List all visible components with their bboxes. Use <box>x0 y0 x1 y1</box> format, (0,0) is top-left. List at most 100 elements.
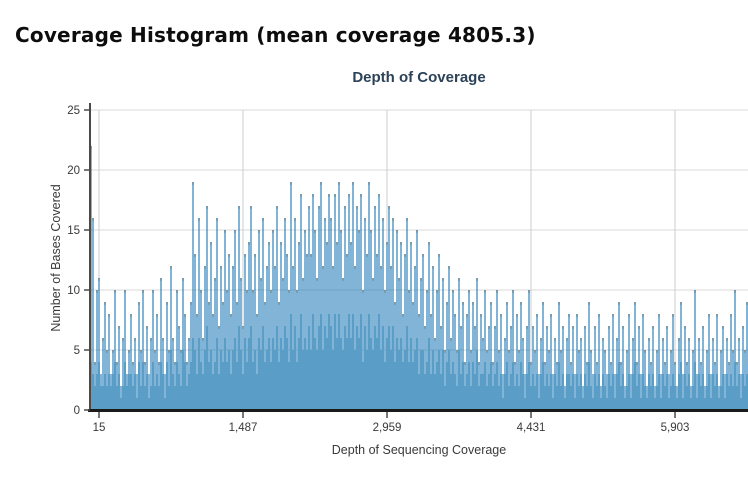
coverage-bar <box>192 182 194 410</box>
coverage-bar-tip <box>226 290 228 293</box>
coverage-bar-tip <box>404 254 406 257</box>
coverage-bar <box>734 290 736 410</box>
coverage-bar-tip <box>488 326 490 329</box>
coverage-bar-tip <box>214 278 216 281</box>
coverage-bar <box>612 314 614 410</box>
coverage-bar <box>692 350 694 410</box>
coverage-bar <box>706 350 708 410</box>
coverage-bar <box>198 218 200 410</box>
coverage-bar <box>610 362 612 410</box>
coverage-bar-tip <box>326 242 328 245</box>
coverage-bar-tip <box>460 326 462 329</box>
coverage-bar <box>448 266 450 410</box>
coverage-bar <box>322 266 324 410</box>
coverage-bar <box>238 206 240 410</box>
coverage-bar <box>152 290 154 410</box>
coverage-bar-tip <box>392 218 394 221</box>
coverage-bar <box>272 230 274 410</box>
coverage-bar-tip <box>684 326 686 329</box>
coverage-bar-tip <box>744 350 746 353</box>
coverage-bar-tip <box>566 338 568 341</box>
coverage-bar <box>148 374 150 410</box>
coverage-bar <box>624 386 626 410</box>
coverage-bar-tip <box>346 254 348 257</box>
coverage-bar <box>326 242 328 410</box>
coverage-bar-tip <box>434 338 436 341</box>
coverage-bar-tip <box>268 242 270 245</box>
coverage-bar-tip <box>568 314 570 317</box>
coverage-bar <box>620 362 622 410</box>
coverage-bar-tip <box>330 218 332 221</box>
coverage-bar <box>462 302 464 410</box>
coverage-bar <box>452 290 454 410</box>
coverage-bar-tip <box>742 326 744 329</box>
coverage-bar <box>730 314 732 410</box>
coverage-bar <box>378 194 380 410</box>
coverage-bar-tip <box>528 290 530 293</box>
coverage-bar <box>598 314 600 410</box>
coverage-bar <box>332 266 334 410</box>
coverage-bar-tip <box>138 302 140 305</box>
coverage-bar-tip <box>292 266 294 269</box>
coverage-bar-tip <box>734 290 736 293</box>
coverage-bar <box>436 290 438 410</box>
coverage-bar-tip <box>396 230 398 233</box>
coverage-bar <box>158 362 160 410</box>
coverage-bar <box>286 254 288 410</box>
coverage-bar-tip <box>356 206 358 209</box>
coverage-bar-tip <box>258 230 260 233</box>
coverage-bar <box>640 374 642 410</box>
coverage-bar-tip <box>590 350 592 353</box>
coverage-bar <box>104 302 106 410</box>
coverage-bar <box>412 302 414 410</box>
coverage-bar <box>420 278 422 410</box>
coverage-bar <box>514 362 516 410</box>
coverage-bar-tip <box>656 350 658 353</box>
coverage-bar <box>328 194 330 410</box>
coverage-bar <box>128 350 130 410</box>
coverage-bar <box>254 254 256 410</box>
coverage-bar-tip <box>380 266 382 269</box>
coverage-bar-tip <box>636 362 638 365</box>
coverage-bar <box>142 290 144 410</box>
coverage-bar-tip <box>114 290 116 293</box>
coverage-bar-tip <box>520 302 522 305</box>
coverage-bar-tip <box>442 278 444 281</box>
coverage-bar <box>670 350 672 410</box>
coverage-bar <box>400 242 402 410</box>
coverage-bar <box>484 290 486 410</box>
coverage-bar-tip <box>518 350 520 353</box>
x-tick-label: 2,959 <box>373 422 402 434</box>
coverage-bar <box>724 374 726 410</box>
coverage-bar-tip <box>548 350 550 353</box>
coverage-bar <box>112 350 114 410</box>
coverage-bar <box>712 338 714 410</box>
coverage-bar-tip <box>146 326 148 329</box>
coverage-bar <box>544 362 546 410</box>
coverage-bar <box>134 338 136 410</box>
coverage-bar <box>304 230 306 410</box>
coverage-bar-tip <box>698 338 700 341</box>
coverage-bar-tip <box>504 338 506 341</box>
coverage-bar-tip <box>106 350 108 353</box>
coverage-bar-tip <box>202 338 204 341</box>
coverage-bar <box>434 338 436 410</box>
coverage-bar-tip <box>244 254 246 257</box>
coverage-bar-tip <box>340 230 342 233</box>
coverage-bar-tip <box>116 362 118 365</box>
coverage-bar <box>430 314 432 410</box>
coverage-bar <box>722 326 724 410</box>
y-tick-label: 20 <box>67 165 80 177</box>
coverage-bar <box>556 362 558 410</box>
coverage-bar <box>242 326 244 410</box>
coverage-bar-tip <box>376 254 378 257</box>
coverage-bar <box>526 326 528 410</box>
coverage-bar-tip <box>144 362 146 365</box>
coverage-bar-tip <box>662 338 664 341</box>
coverage-bar-tip <box>540 338 542 341</box>
coverage-bar-tip <box>298 242 300 245</box>
chart-title: Depth of Coverage <box>352 69 486 86</box>
coverage-bar <box>674 362 676 410</box>
coverage-bar <box>438 254 440 410</box>
coverage-bar-tip <box>398 278 400 281</box>
